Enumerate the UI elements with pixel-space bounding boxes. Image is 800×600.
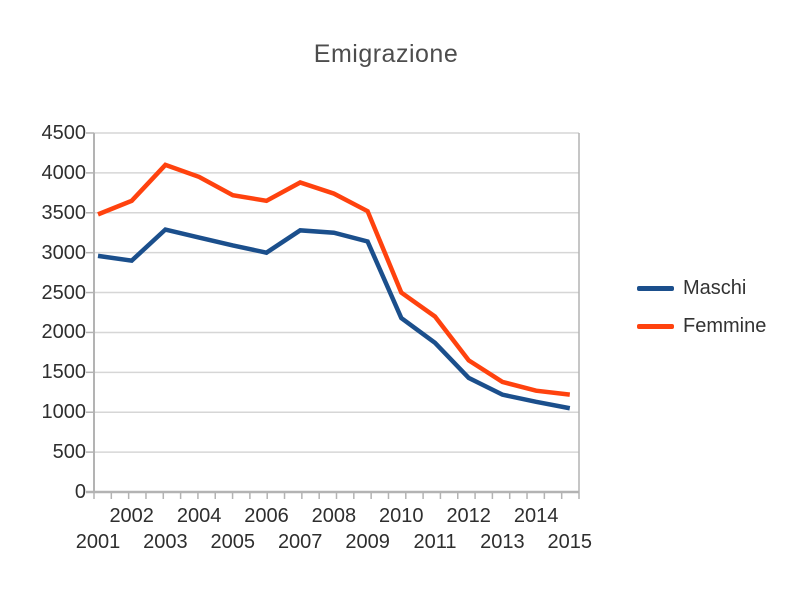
y-axis-label: 3000: [41, 241, 87, 264]
x-axis-label: 2014: [513, 505, 559, 527]
x-axis-label: 2007: [277, 531, 323, 553]
series-line-maschi: [97, 227, 571, 411]
chart-title: Emigrazione: [313, 40, 459, 68]
x-axis-label: 2001: [75, 531, 121, 553]
x-axis-label: 2003: [143, 531, 188, 553]
x-axis-label: 2002: [109, 505, 154, 527]
maschi-line-swatch: [637, 286, 674, 291]
x-axis-label: 2015: [547, 531, 593, 553]
y-axis-label: 500: [52, 441, 86, 464]
x-axis-label: 2012: [446, 505, 491, 527]
x-axis-label: 2011: [413, 531, 457, 553]
femmine-line-swatch: [637, 324, 674, 329]
legend: Maschi Femmine: [637, 276, 766, 352]
y-axis-label: 2000: [41, 321, 87, 344]
x-axis-label: 2013: [480, 531, 525, 553]
y-axis-label: 0: [74, 481, 86, 503]
legend-label-femmine: Femmine: [683, 315, 767, 337]
legend-item-maschi: Maschi: [637, 276, 766, 301]
x-axis-label: 2008: [311, 505, 357, 527]
x-axis-label: 2010: [379, 505, 424, 527]
x-axis-label: 2004: [176, 505, 222, 527]
x-axis-label: 2005: [210, 531, 256, 553]
y-axis-label: 4000: [41, 161, 87, 184]
y-axis-label: 1500: [41, 361, 87, 384]
series-line-femmine: [97, 162, 571, 397]
y-axis-label: 3500: [41, 201, 87, 224]
legend-item-femmine: Femmine: [637, 314, 766, 339]
x-axis-label: 2006: [244, 505, 289, 527]
y-axis-label: 1000: [41, 401, 87, 424]
y-axis-label: 2500: [41, 281, 87, 304]
legend-label-maschi: Maschi: [683, 277, 747, 299]
y-axis-label: 4500: [41, 122, 87, 144]
x-axis-label: 2009: [345, 531, 390, 553]
